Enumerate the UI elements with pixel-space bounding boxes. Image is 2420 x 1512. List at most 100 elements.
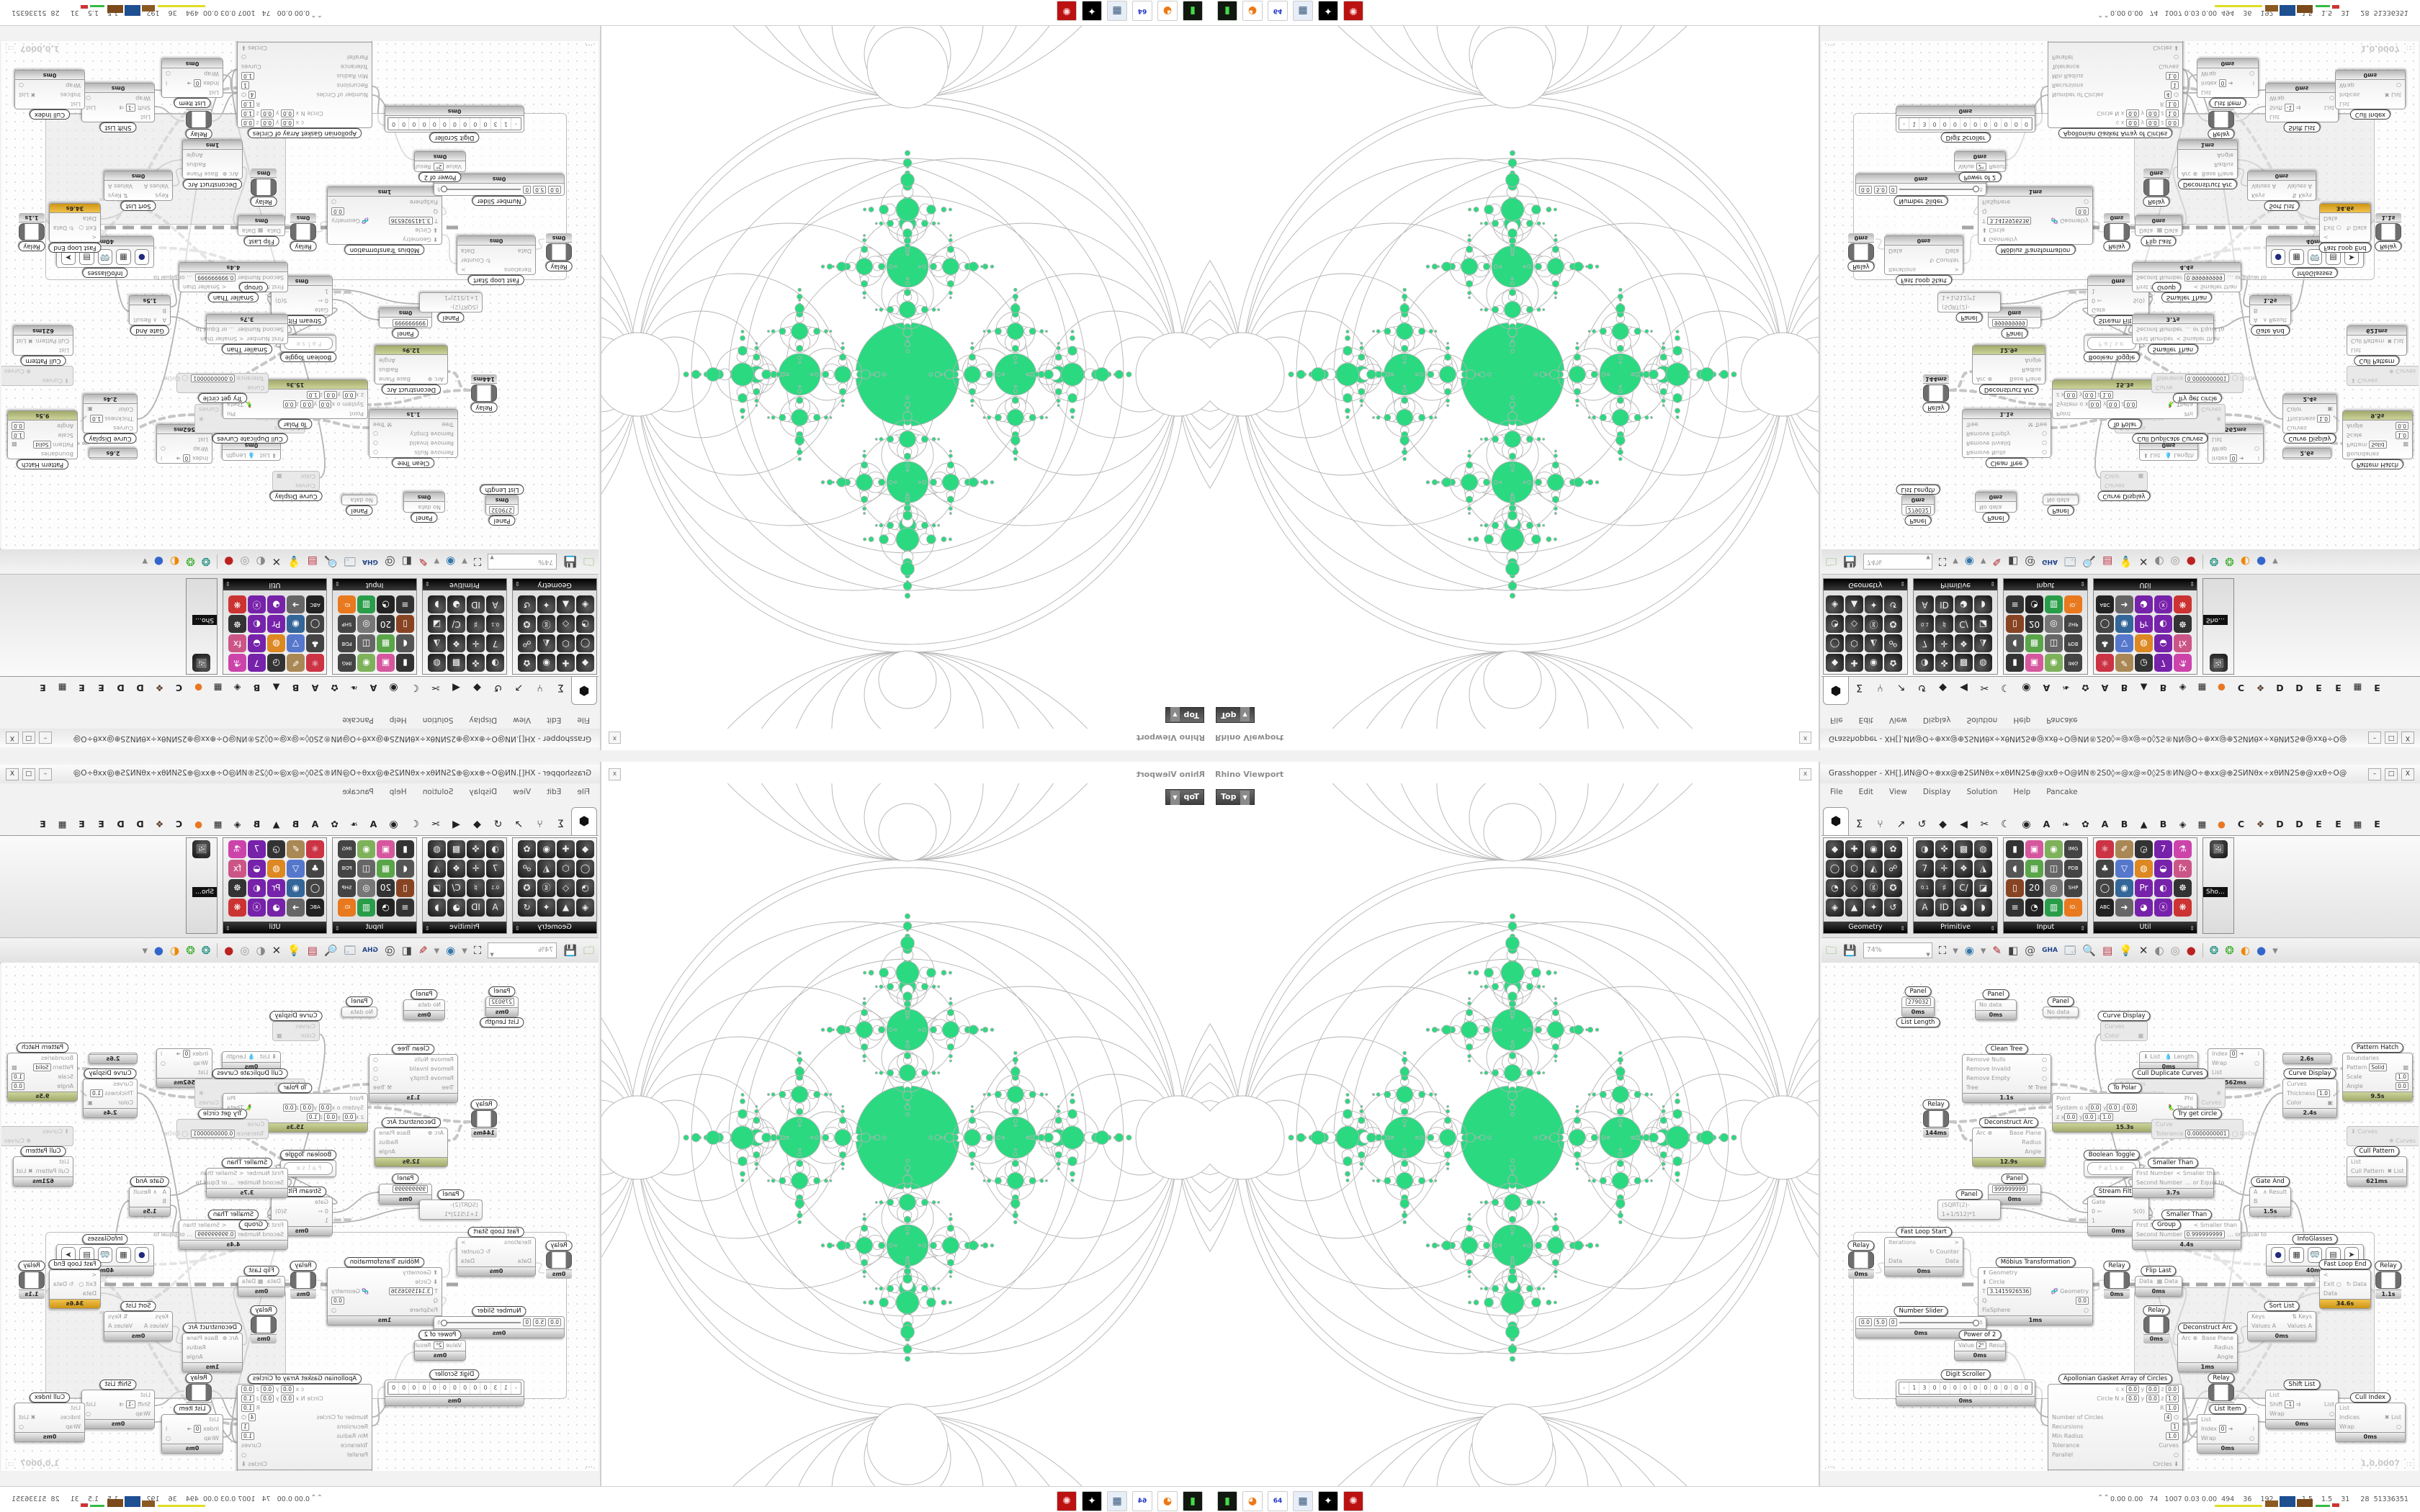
tab-plugin[interactable]: C (175, 683, 183, 693)
zoom-level-box[interactable]: 74% ▼ (1863, 554, 1932, 570)
tab-icon[interactable]: ✂ (431, 682, 440, 693)
palette-icon[interactable]: ▮ (396, 840, 414, 858)
palette-icon[interactable]: ◉ (2115, 879, 2133, 897)
gh-node[interactable]: Boundaries Pattern Solid ▩ Scale 1.0 Angle 0.0… (7, 410, 78, 469)
spinner-icon[interactable]: ⇕ (425, 580, 430, 587)
palette-group-footer[interactable]: Geometry ⇕ (1824, 922, 1907, 933)
tab-plugin[interactable]: B (292, 819, 300, 829)
palette-icon[interactable]: ID (1935, 595, 1953, 613)
toolbar-icon[interactable]: ✕ (272, 944, 282, 957)
taskbar-icon[interactable]: ✦ (1082, 1, 1102, 21)
taskbar-icon[interactable]: ▮ (1217, 1, 1237, 21)
toolbar-icon[interactable]: ▤ (307, 555, 318, 568)
tab-plugin[interactable]: D (2276, 819, 2284, 829)
gh-node[interactable]: False Boolean Toggle (2083, 1150, 2141, 1177)
toolbar-icon[interactable]: ✎ (418, 944, 428, 957)
gh-node[interactable]: Arc ⊕ Base Plane Radius Angle 12.9s Deconstru… (1972, 1117, 2045, 1167)
palette-icon[interactable]: ♯ (1935, 879, 1953, 897)
palette-icon[interactable]: ◆ (576, 840, 594, 858)
taskbar-icon[interactable]: ✺ (1343, 1491, 1363, 1511)
palette-icon[interactable]: 7 (248, 840, 266, 858)
menu-item-help[interactable]: Help (389, 788, 407, 796)
chevron-down-icon[interactable]: ▼ (1240, 791, 1250, 805)
gh-node[interactable]: Value 2ᴿ Result 0ms Power of 2 (1954, 151, 2007, 182)
gh-node[interactable]: -1 3 0 0 0 0 0 0 0 0 0 0 0ms Digit Scroller (385, 1369, 524, 1406)
taskbar-icon[interactable]: ▦ (1293, 1, 1313, 21)
tab-icon[interactable]: ◆ (473, 682, 481, 693)
gh-node[interactable]: No data 0ms Panel (1975, 492, 2017, 523)
palette-icon[interactable]: ⓧ (2154, 595, 2172, 613)
palette-icon[interactable]: ▮ (2006, 840, 2024, 858)
gh-node[interactable]: A ∧ Result B 1.5s Gate And (129, 1176, 171, 1217)
palette-group-footer[interactable]: Geometry ⇕ (513, 922, 596, 933)
close-icon[interactable]: x (1799, 768, 1811, 780)
palette-icon[interactable]: ▽ (2115, 634, 2133, 652)
window-button[interactable]: □ (2385, 768, 2398, 780)
spinner-icon[interactable]: ⇕ (1990, 580, 1995, 587)
palette-icon[interactable]: ↺ (518, 595, 536, 613)
palette-icon[interactable]: ♯ (1935, 615, 1953, 633)
tab-icon[interactable]: ↗ (514, 682, 524, 693)
menu-item-file[interactable]: File (1830, 788, 1843, 796)
apollonian-fractal-view[interactable] (1210, 783, 1819, 1486)
gh-node[interactable]: Arc ⊕ Base Plane Radius Angle 1ms Deconstruct… (182, 140, 243, 189)
palette-icon[interactable]: ✦ (537, 595, 555, 613)
gh-node[interactable]: Data ▦ Data 0ms Flip Last (2135, 1266, 2182, 1297)
palette-icon[interactable]: ☸ (2174, 615, 2192, 633)
palette-icon[interactable]: ABC (306, 899, 324, 917)
palette-icon[interactable]: ◶ (2135, 840, 2153, 858)
taskbar-icon[interactable]: 64 (1268, 1491, 1288, 1511)
toolbar-icon[interactable]: GHA (2042, 558, 2058, 565)
gh-node[interactable]: First Number < Smaller than Second Number…… (2132, 314, 2224, 354)
tab-icon[interactable]: Σ (557, 682, 564, 693)
palette-icon[interactable]: ✪ (1884, 879, 1902, 897)
gh-node[interactable]: Arc ⊕ Base Plane Radius Angle 12.9s Deconstru… (1972, 345, 2045, 395)
palette-icon[interactable]: ◔ (576, 879, 594, 897)
taskbar[interactable]: ▮ ◕ 64 ▦ ✦ ✺ (1057, 1491, 1203, 1511)
palette-icon[interactable]: ✪ (518, 879, 536, 897)
palette-icon[interactable]: ABC (306, 595, 324, 613)
palette-icon[interactable]: ID. (2064, 595, 2082, 613)
gh-node[interactable]: List Shift -1 ⇉ List Wrap ○ 0ms Shift List (81, 1380, 155, 1429)
palette-icon[interactable]: 20 (2025, 615, 2043, 633)
menu-item-display[interactable]: Display (1922, 716, 1951, 724)
palette-icon[interactable]: ≡ (2006, 595, 2024, 613)
tab-plugin[interactable]: ● (2218, 683, 2226, 693)
gh-node[interactable]: Arc ⊕ Base Plane Radius Angle 1ms Deconstruct… (2177, 140, 2238, 189)
palette-icon[interactable]: 0.1 (1916, 879, 1934, 897)
gh-node[interactable]: List Index 0 ➜ i Wrap ○ 0ms List Item (2197, 58, 2259, 108)
gh-node[interactable]: Remove Nulls ○ Remove Invalid ○ Remove Empty… (369, 1044, 458, 1103)
palette-icon[interactable]: ✦ (1865, 595, 1883, 613)
palette-icon[interactable]: IMG (338, 840, 356, 858)
palette-icon[interactable]: ◎ (2045, 879, 2063, 897)
palette-icon[interactable]: ✐ (287, 840, 305, 858)
tab-plugin[interactable]: D (2295, 819, 2303, 829)
save-file-icon[interactable]: 💾 (1843, 555, 1857, 568)
grasshopper-menubar[interactable]: File Edit View Display Solution Help Pancake (1830, 716, 2078, 724)
toolbar-icon[interactable]: ◎ (2170, 555, 2180, 568)
gh-node[interactable]: 2.6s (89, 448, 138, 459)
palette-icon[interactable]: ◐ (2154, 615, 2172, 633)
gh-node[interactable]: 144ms Relay (1922, 1099, 1950, 1138)
gh-node[interactable]: Iterations > ↻ Counter Data Data 0ms Fast Loop… (457, 235, 536, 285)
palette-icon[interactable]: ◯ (1826, 634, 1844, 652)
gh-node[interactable]: Data ▦ Data 0ms Flip Last (238, 1266, 285, 1297)
window-buttons[interactable]: – □ X (6, 732, 52, 744)
tab-icon[interactable]: ☾ (2001, 819, 2010, 830)
tab-plugin[interactable]: A (311, 819, 319, 829)
menu-item-file[interactable]: File (1830, 716, 1843, 724)
tab-plugin[interactable]: ✿ (2081, 683, 2089, 693)
palette-icon[interactable]: ◶ (267, 840, 285, 858)
gh-node[interactable]: A ∧ Result B 1.5s Gate And (129, 295, 171, 336)
apollonian-fractal-view[interactable] (601, 783, 1210, 1486)
palette-icon[interactable]: ◒ (2154, 860, 2172, 878)
palette-icon[interactable]: ▯ (2006, 615, 2024, 633)
palette-icon[interactable]: ◍ (2135, 634, 2153, 652)
palette-icon[interactable]: ◔ (2025, 595, 2043, 613)
palette-icon[interactable]: ⚗ (228, 840, 246, 858)
gh-node[interactable]: -1 3 0 0 0 0 0 0 0 0 0 0 0ms Digit Scroller (1896, 1369, 2035, 1406)
palette-icon[interactable]: fx (228, 860, 246, 878)
